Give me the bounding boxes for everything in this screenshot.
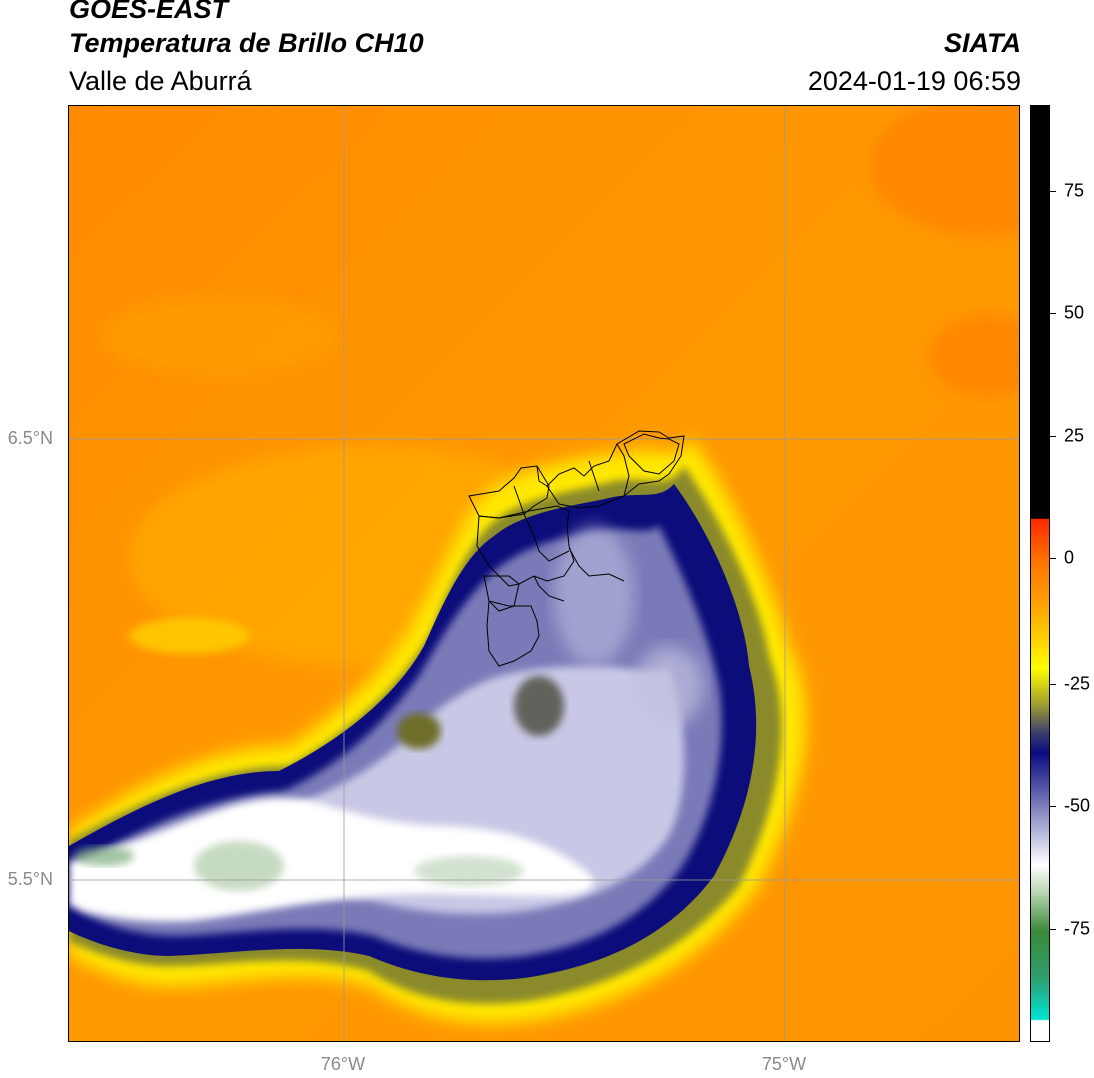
organization-label: SIATA xyxy=(944,28,1021,58)
colorbar-tick xyxy=(1050,558,1056,559)
lon-label-76w: 76°W xyxy=(320,1054,366,1074)
satellite-map[interactable] xyxy=(68,105,1020,1042)
colorbar-gradient xyxy=(1031,106,1049,1041)
colorbar-label-0: 0 xyxy=(1064,547,1075,568)
colorbar-tick xyxy=(1050,436,1056,437)
region-subtitle: Valle de Aburrá xyxy=(69,66,252,96)
timestamp-label: 2024-01-19 06:59 xyxy=(807,66,1021,96)
lat-label-6-5: 6.5°N xyxy=(7,428,53,448)
colorbar-tick xyxy=(1050,684,1056,685)
colorbar-label-minus-25: -25 xyxy=(1064,673,1091,694)
title-product: Temperatura de Brillo CH10 xyxy=(69,28,424,58)
municipal-boundaries xyxy=(468,430,685,667)
lon-label-75w: 75°W xyxy=(761,1054,807,1074)
colorbar-tick xyxy=(1050,929,1056,930)
lat-label-5-5: 5.5°N xyxy=(7,869,53,889)
colorbar-tick xyxy=(1050,191,1056,192)
colorbar-tick xyxy=(1050,313,1056,314)
colorbar-label-25: 25 xyxy=(1064,425,1085,446)
colorbar-label-50: 50 xyxy=(1064,302,1085,323)
colorbar xyxy=(1030,105,1050,1042)
colorbar-label-minus-50: -50 xyxy=(1064,795,1091,816)
graticule xyxy=(69,106,1019,1041)
brightness-temperature-field xyxy=(69,106,1019,1041)
colorbar-tick xyxy=(1050,806,1056,807)
colorbar-label-75: 75 xyxy=(1064,180,1085,201)
colorbar-label-minus-75: -75 xyxy=(1064,918,1091,939)
title-satellite: GOES-EAST xyxy=(69,0,229,24)
